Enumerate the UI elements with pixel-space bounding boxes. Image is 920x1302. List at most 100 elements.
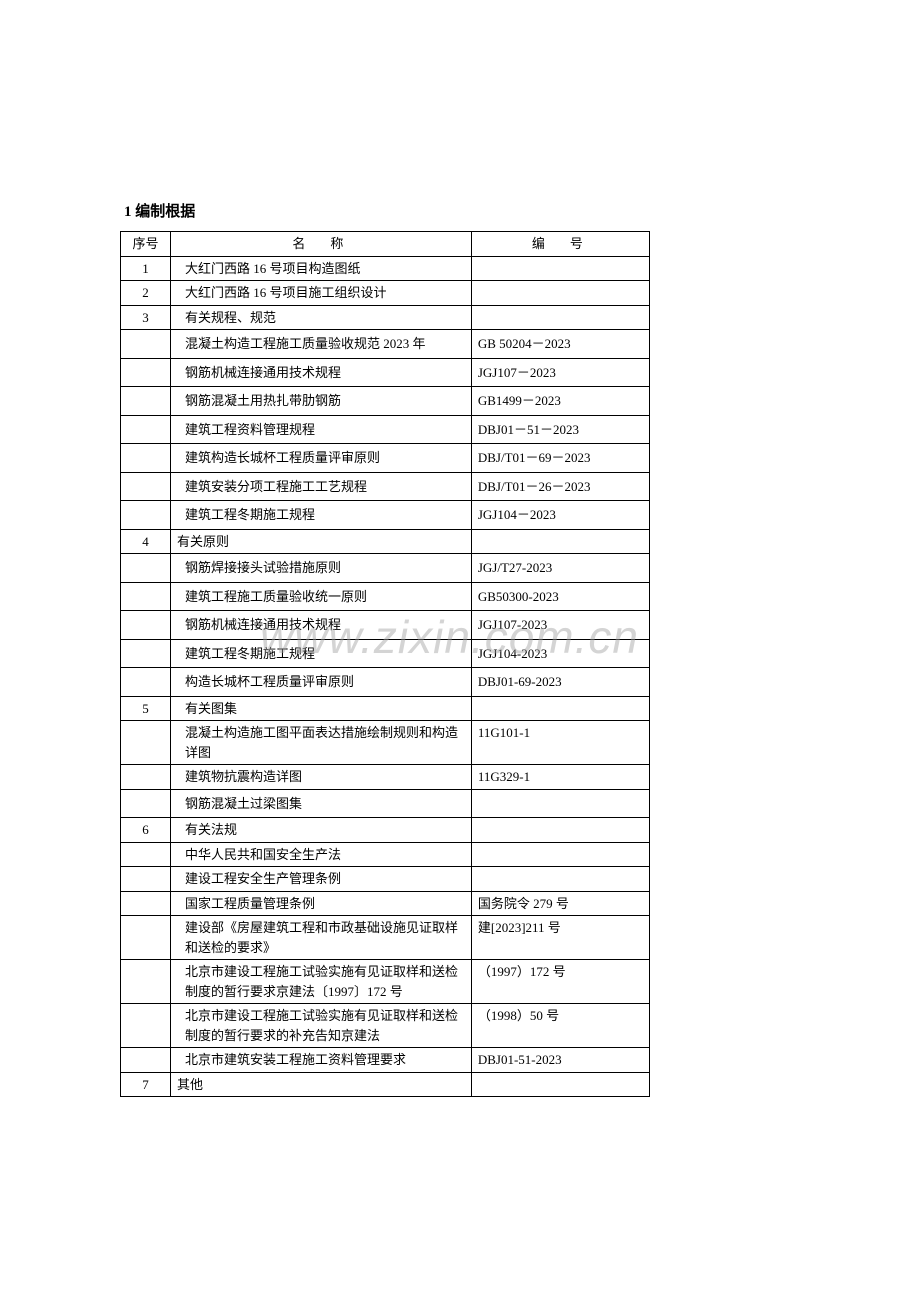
cell-code: （1997）172 号 xyxy=(471,960,649,1004)
cell-name: 混凝土构造施工图平面表达措施绘制规则和构造详图 xyxy=(170,721,471,765)
table-row: 建设工程安全生产管理条例 xyxy=(121,867,650,892)
table-header-row: 序号 名 称 编 号 xyxy=(121,232,650,257)
table-row: 混凝土构造施工图平面表达措施绘制规则和构造详图11G101-1 xyxy=(121,721,650,765)
cell-code xyxy=(471,305,649,330)
cell-name: 其他 xyxy=(170,1072,471,1097)
cell-seq: 4 xyxy=(121,529,171,554)
cell-seq xyxy=(121,916,171,960)
cell-name: 建设工程安全生产管理条例 xyxy=(170,867,471,892)
cell-code: 11G329-1 xyxy=(471,765,649,790)
table-row: 钢筋机械连接通用技术规程JGJ107－2023 xyxy=(121,358,650,387)
table-row: 北京市建筑安装工程施工资料管理要求DBJ01-51-2023 xyxy=(121,1048,650,1073)
cell-code: JGJ104-2023 xyxy=(471,639,649,668)
cell-code: （1998）50 号 xyxy=(471,1004,649,1048)
table-row: 建筑构造长城杯工程质量评审原则DBJ/T01－69－2023 xyxy=(121,444,650,473)
cell-seq: 6 xyxy=(121,818,171,843)
table-row: 4有关原则 xyxy=(121,529,650,554)
table-row: 建设部《房屋建筑工程和市政基础设施见证取样和送检的要求》建[2023]211 号 xyxy=(121,916,650,960)
table-row: 钢筋混凝土过梁图集 xyxy=(121,789,650,818)
table-row: 1大红门西路 16 号项目构造图纸 xyxy=(121,256,650,281)
cell-code xyxy=(471,842,649,867)
table-row: 5有关图集 xyxy=(121,696,650,721)
cell-code: 建[2023]211 号 xyxy=(471,916,649,960)
cell-seq xyxy=(121,639,171,668)
cell-code: JGJ/T27-2023 xyxy=(471,554,649,583)
cell-seq xyxy=(121,765,171,790)
cell-seq xyxy=(121,842,171,867)
cell-seq: 2 xyxy=(121,281,171,306)
cell-code xyxy=(471,867,649,892)
table-row: 构造长城杯工程质量评审原则DBJ01-69-2023 xyxy=(121,668,650,697)
cell-seq xyxy=(121,472,171,501)
cell-name: 建设部《房屋建筑工程和市政基础设施见证取样和送检的要求》 xyxy=(170,916,471,960)
cell-seq xyxy=(121,789,171,818)
table-row: 建筑物抗震构造详图11G329-1 xyxy=(121,765,650,790)
cell-seq xyxy=(121,1048,171,1073)
col-header-code: 编 号 xyxy=(471,232,649,257)
cell-name: 北京市建设工程施工试验实施有见证取样和送检制度的暂行要求的补充告知京建法 xyxy=(170,1004,471,1048)
cell-code xyxy=(471,256,649,281)
cell-name: 有关规程、规范 xyxy=(170,305,471,330)
cell-seq xyxy=(121,387,171,416)
section-heading: 1 编制根据 xyxy=(124,200,800,221)
cell-code: GB50300-2023 xyxy=(471,582,649,611)
table-row: 国家工程质量管理条例国务院令 279 号 xyxy=(121,891,650,916)
cell-name: 构造长城杯工程质量评审原则 xyxy=(170,668,471,697)
table-row: 北京市建设工程施工试验实施有见证取样和送检制度的暂行要求的补充告知京建法（199… xyxy=(121,1004,650,1048)
cell-code xyxy=(471,696,649,721)
cell-seq xyxy=(121,330,171,359)
table-row: 建筑工程冬期施工规程JGJ104-2023 xyxy=(121,639,650,668)
cell-seq xyxy=(121,867,171,892)
table-row: 中华人民共和国安全生产法 xyxy=(121,842,650,867)
cell-seq xyxy=(121,1004,171,1048)
cell-code xyxy=(471,1072,649,1097)
cell-name: 有关法规 xyxy=(170,818,471,843)
cell-name: 国家工程质量管理条例 xyxy=(170,891,471,916)
cell-code: DBJ01-51-2023 xyxy=(471,1048,649,1073)
cell-seq xyxy=(121,721,171,765)
cell-seq xyxy=(121,611,171,640)
cell-name: 钢筋混凝土用热扎带肋钢筋 xyxy=(170,387,471,416)
cell-seq xyxy=(121,501,171,530)
cell-name: 大红门西路 16 号项目施工组织设计 xyxy=(170,281,471,306)
cell-code: DBJ01-69-2023 xyxy=(471,668,649,697)
cell-code: DBJ/T01－26－2023 xyxy=(471,472,649,501)
table-row: 北京市建设工程施工试验实施有见证取样和送检制度的暂行要求京建法〔1997〕172… xyxy=(121,960,650,1004)
col-header-name: 名 称 xyxy=(170,232,471,257)
table-row: 2大红门西路 16 号项目施工组织设计 xyxy=(121,281,650,306)
cell-code: 11G101-1 xyxy=(471,721,649,765)
table-row: 建筑工程冬期施工规程JGJ104－2023 xyxy=(121,501,650,530)
table-row: 3有关规程、规范 xyxy=(121,305,650,330)
cell-seq xyxy=(121,582,171,611)
cell-name: 有关原则 xyxy=(170,529,471,554)
table-row: 7其他 xyxy=(121,1072,650,1097)
cell-name: 钢筋机械连接通用技术规程 xyxy=(170,358,471,387)
cell-seq xyxy=(121,415,171,444)
table-row: 钢筋焊接接头试验措施原则JGJ/T27-2023 xyxy=(121,554,650,583)
col-header-seq: 序号 xyxy=(121,232,171,257)
cell-name: 钢筋焊接接头试验措施原则 xyxy=(170,554,471,583)
cell-code: JGJ107-2023 xyxy=(471,611,649,640)
cell-name: 建筑构造长城杯工程质量评审原则 xyxy=(170,444,471,473)
cell-seq: 1 xyxy=(121,256,171,281)
cell-name: 建筑工程施工质量验收统一原则 xyxy=(170,582,471,611)
cell-name: 大红门西路 16 号项目构造图纸 xyxy=(170,256,471,281)
table-row: 钢筋机械连接通用技术规程JGJ107-2023 xyxy=(121,611,650,640)
cell-code: JGJ104－2023 xyxy=(471,501,649,530)
cell-seq xyxy=(121,554,171,583)
cell-name: 建筑工程冬期施工规程 xyxy=(170,639,471,668)
table-row: 混凝土构造工程施工质量验收规范 2023 年GB 50204－2023 xyxy=(121,330,650,359)
cell-seq: 5 xyxy=(121,696,171,721)
cell-seq: 3 xyxy=(121,305,171,330)
cell-name: 建筑工程资料管理规程 xyxy=(170,415,471,444)
cell-name: 北京市建筑安装工程施工资料管理要求 xyxy=(170,1048,471,1073)
table-row: 建筑工程施工质量验收统一原则GB50300-2023 xyxy=(121,582,650,611)
cell-seq xyxy=(121,444,171,473)
cell-name: 建筑物抗震构造详图 xyxy=(170,765,471,790)
cell-code: DBJ/T01－69－2023 xyxy=(471,444,649,473)
cell-seq: 7 xyxy=(121,1072,171,1097)
table-row: 建筑工程资料管理规程DBJ01－51－2023 xyxy=(121,415,650,444)
cell-code: GB1499－2023 xyxy=(471,387,649,416)
cell-code xyxy=(471,818,649,843)
cell-code xyxy=(471,789,649,818)
